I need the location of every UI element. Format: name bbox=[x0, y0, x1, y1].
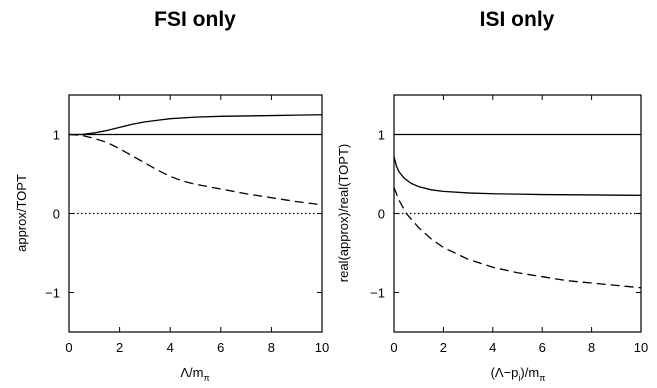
fsi-series-lines bbox=[68, 114, 323, 215]
isi-x-axis-label-sub: i bbox=[518, 373, 520, 383]
isi-x-tick-label: 10 bbox=[634, 340, 648, 355]
fsi-x-tick-label: 6 bbox=[217, 340, 224, 355]
isi-x-tick-label: 6 bbox=[539, 340, 546, 355]
fsi-x-tick-label: 8 bbox=[268, 340, 275, 355]
fsi-x-tick-label: 0 bbox=[65, 340, 72, 355]
isi-x-axis-label: (Λ−pi)/mπ bbox=[491, 365, 546, 383]
isi-x-tick-label: 0 bbox=[390, 340, 397, 355]
isi-panel: ISI only 0 2 4 6 8 10 −1 0 1 (Λ−pi)/mπ real(appr… bbox=[336, 8, 648, 383]
isi-series-solid-line bbox=[393, 156, 642, 196]
fsi-x-tick-label: 2 bbox=[116, 340, 123, 355]
isi-y-tick-label: −1 bbox=[370, 286, 385, 301]
isi-x-tick-label: 4 bbox=[489, 340, 496, 355]
fsi-x-tick-label: 4 bbox=[167, 340, 174, 355]
isi-x-tick-label: 8 bbox=[588, 340, 595, 355]
fsi-y-tick-label: 1 bbox=[53, 128, 60, 143]
isi-x-axis-label-mid: )/m bbox=[520, 365, 539, 380]
isi-panel-title: ISI only bbox=[480, 8, 555, 31]
fsi-y-tick-label: 0 bbox=[53, 207, 60, 222]
fsi-y-axis-label: approx/TOPT bbox=[14, 174, 29, 252]
fsi-x-axis-label: Λ/mπ bbox=[180, 365, 209, 383]
isi-y-tick-label: 1 bbox=[378, 128, 385, 143]
fsi-y-tick-label: −1 bbox=[45, 286, 60, 301]
isi-y-axis-label: real(approx)/real(TOPT) bbox=[336, 144, 351, 282]
fsi-series-solid-line bbox=[69, 114, 323, 136]
isi-y-tick-label: 0 bbox=[378, 207, 385, 222]
fsi-x-axis-label-main: Λ/m bbox=[180, 365, 203, 380]
fsi-x-axis-label-sub: π bbox=[203, 373, 209, 383]
fsi-panel-title: FSI only bbox=[154, 8, 236, 31]
fsi-series-dashed-line bbox=[68, 133, 323, 206]
isi-ticks: 0 2 4 6 8 10 −1 0 1 bbox=[370, 95, 648, 355]
isi-x-tick-label: 2 bbox=[440, 340, 447, 355]
isi-x-axis-label-sub2: π bbox=[539, 373, 545, 383]
isi-series-dashed-line bbox=[393, 187, 642, 289]
fsi-x-tick-label: 10 bbox=[315, 340, 329, 355]
isi-x-axis-label-main: (Λ−p bbox=[491, 365, 519, 380]
isi-series-lines bbox=[393, 133, 642, 289]
fsi-panel: FSI only 0 2 4 6 8 10 −1 0 1 Λ/mπ approx/TOPT bbox=[14, 8, 329, 383]
